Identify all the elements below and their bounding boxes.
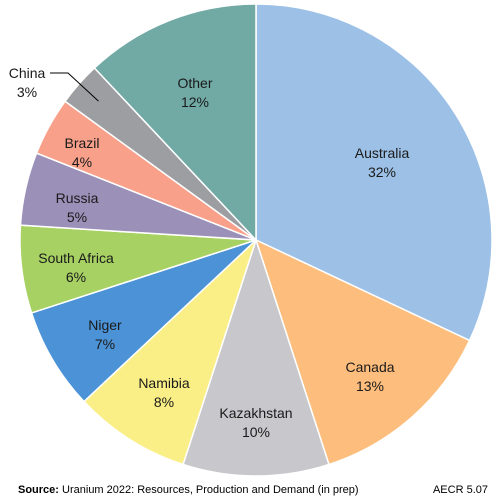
slice-value-brazil: 4% [72, 154, 92, 170]
slice-canada [254, 238, 471, 466]
slice-value-australia: 32% [368, 164, 396, 180]
slice-value-kazakhstan: 10% [242, 424, 270, 440]
pie-labels: Australia 32% Canada 13% Kazakhstan 10% Namibi… [9, 65, 410, 440]
slice-value-canada: 13% [356, 378, 384, 394]
slice-value-russia: 5% [67, 209, 87, 225]
source-text: Uranium 2022: Resources, Production and … [62, 484, 359, 496]
slice-label-other: Other [177, 75, 212, 91]
slice-label-kazakhstan: Kazakhstan [219, 405, 292, 421]
slice-label-australia: Australia [355, 145, 410, 161]
slice-value-south-africa: 6% [66, 269, 86, 285]
slice-value-other: 12% [181, 94, 209, 110]
slice-label-namibia: Namibia [138, 375, 190, 391]
leader-line-china [50, 72, 99, 102]
slice-namibia [82, 239, 257, 466]
slice-label-china: China [9, 65, 46, 81]
slice-value-niger: 7% [95, 336, 115, 352]
slice-label-russia: Russia [56, 190, 99, 206]
slice-kazakhstan [182, 237, 330, 477]
slice-niger [30, 239, 257, 403]
slice-value-namibia: 8% [154, 394, 174, 410]
figure-code: AECR 5.07 [432, 484, 488, 496]
slice-australia [255, 3, 493, 342]
slice-value-china: 3% [17, 84, 37, 100]
pie-slices [19, 3, 493, 477]
slice-label-niger: Niger [88, 317, 122, 333]
source-note: Source: Uranium 2022: Resources, Product… [18, 484, 359, 496]
slice-other [93, 3, 257, 242]
source-label: Source: [18, 484, 59, 496]
slice-label-brazil: Brazil [64, 135, 99, 151]
slice-label-south-africa: South Africa [38, 250, 114, 266]
slice-label-canada: Canada [345, 359, 394, 375]
